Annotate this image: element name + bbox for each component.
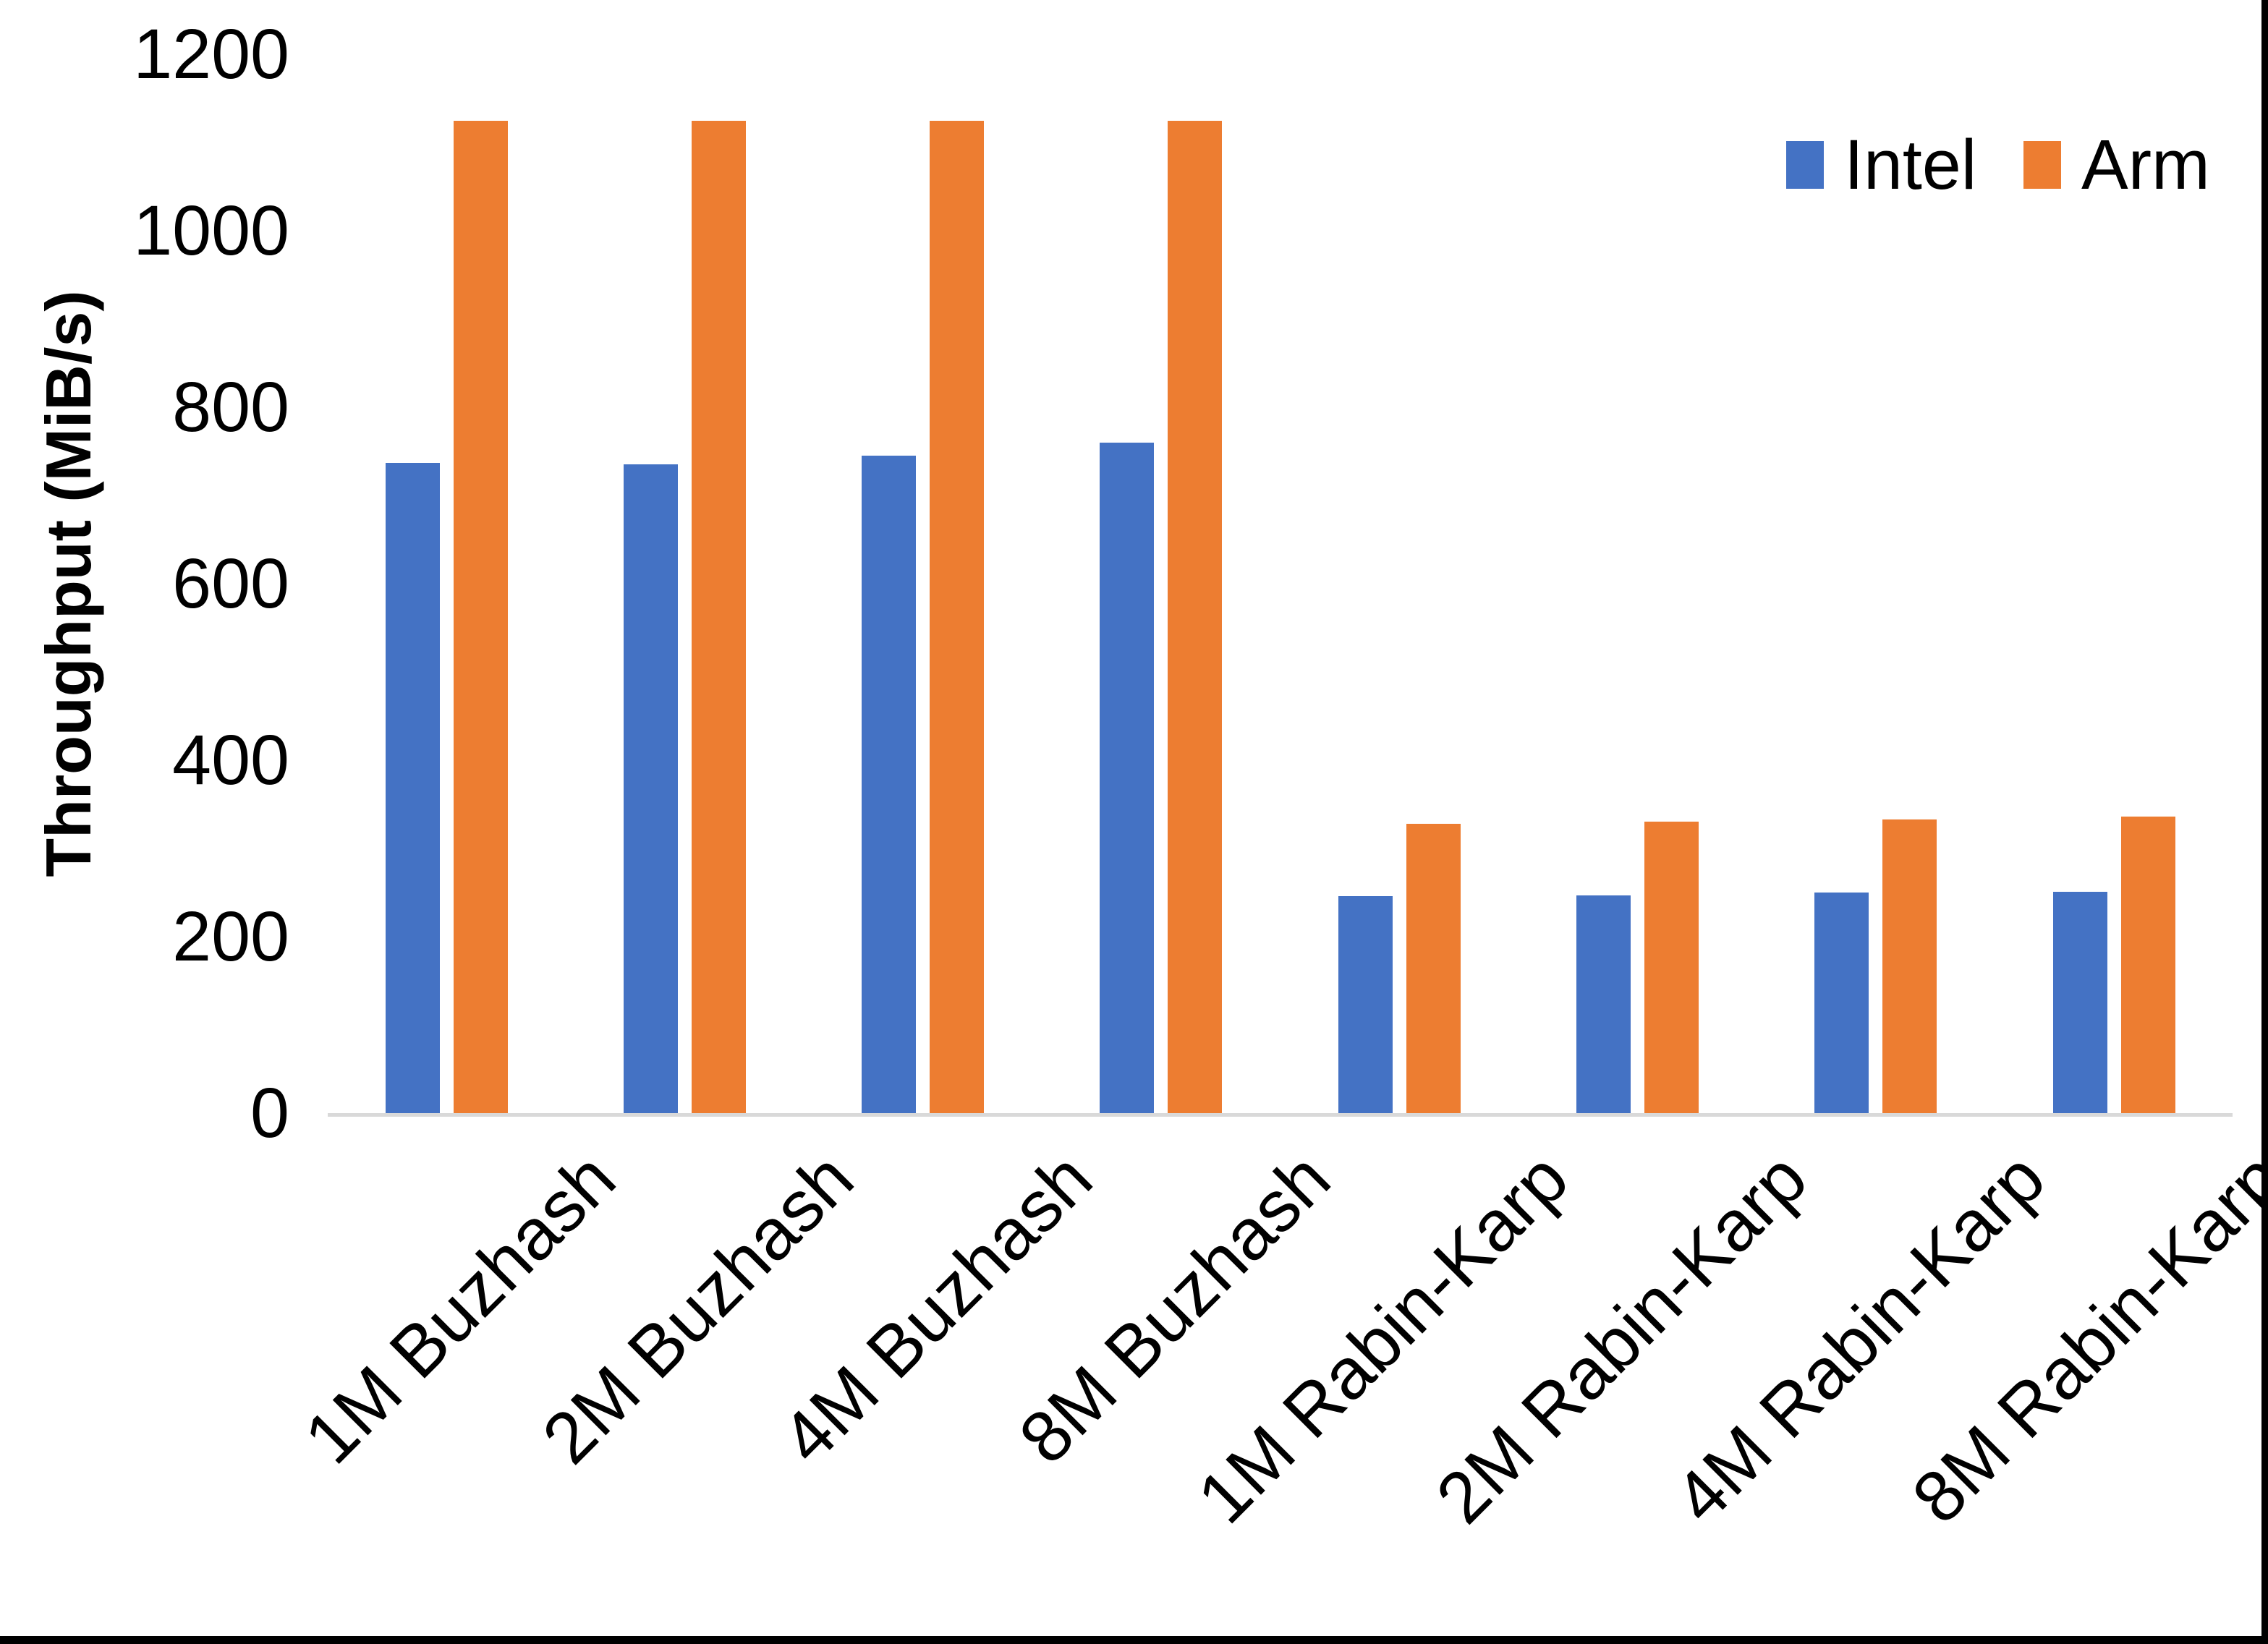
y-tick-label-1200: 1200 (133, 14, 289, 93)
right-border (2261, 0, 2268, 1644)
bar-intel-8m-buzhash (1100, 442, 1155, 1113)
y-tick-label-800: 800 (172, 367, 289, 446)
legend-label-arm: Arm (2081, 125, 2210, 204)
y-tick-label-400: 400 (172, 720, 289, 799)
bar-intel-1m-rabin-karp (1338, 895, 1393, 1113)
bar-arm-4m-rabin-karp (1882, 819, 1937, 1113)
bar-arm-2m-rabin-karp (1644, 822, 1699, 1113)
bar-arm-4m-buzhash (930, 120, 985, 1113)
bar-intel-1m-buzhash (385, 462, 440, 1113)
bar-intel-8m-rabin-karp (2052, 891, 2107, 1113)
bar-intel-4m-buzhash (862, 456, 917, 1113)
legend-item-arm: Arm (2023, 125, 2210, 204)
bar-intel-2m-buzhash (623, 464, 678, 1113)
bar-arm-8m-rabin-karp (2120, 817, 2175, 1113)
bar-arm-1m-rabin-karp (1406, 823, 1461, 1113)
x-axis-line (328, 1113, 2233, 1117)
legend-label-intel: Intel (1844, 125, 1977, 204)
bar-arm-1m-buzhash (453, 120, 508, 1113)
bar-arm-2m-buzhash (691, 120, 746, 1113)
bar-intel-2m-rabin-karp (1576, 895, 1631, 1113)
bar-intel-4m-rabin-karp (1814, 893, 1869, 1113)
legend-item-intel: Intel (1786, 125, 1977, 204)
bottom-border (0, 1636, 2268, 1644)
legend-swatch-arm (2023, 141, 2061, 189)
y-tick-label-200: 200 (172, 897, 289, 976)
y-tick-label-1000: 1000 (133, 191, 289, 270)
y-tick-label-0: 0 (250, 1073, 289, 1152)
legend-swatch-intel (1786, 141, 1824, 189)
y-tick-label-600: 600 (172, 544, 289, 623)
bar-arm-8m-buzhash (1168, 120, 1223, 1113)
